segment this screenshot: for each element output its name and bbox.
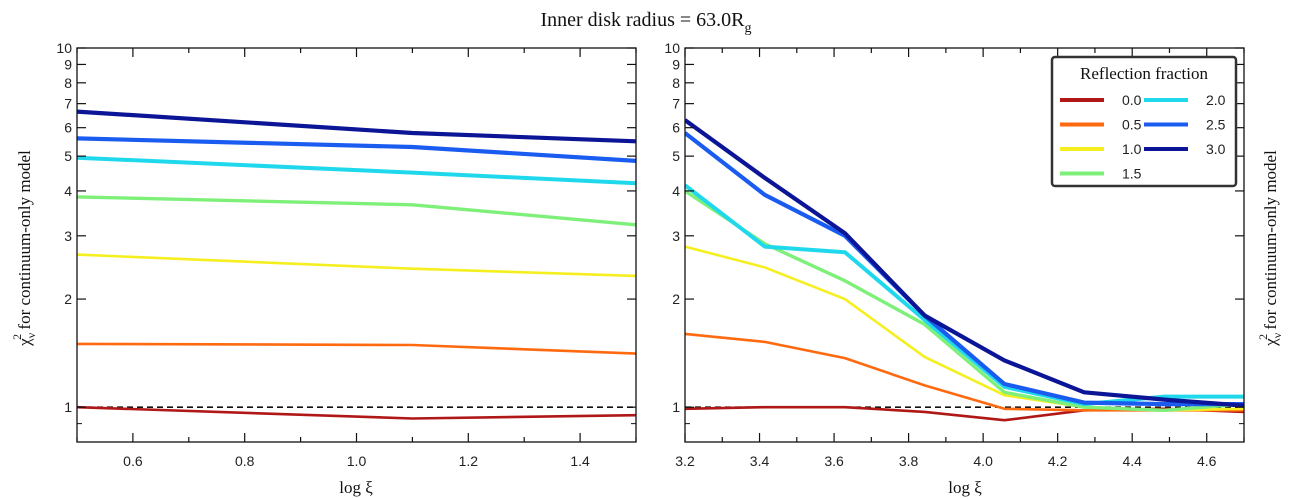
left-series-line-2-5: [77, 136, 636, 163]
left-y-tick-label: 2: [64, 291, 72, 307]
right-y-tick-label: 1: [672, 399, 680, 415]
legend-box: [1050, 55, 1238, 188]
left-panel: 1 2 3 4 5 6 7 8 910 0.6 0.8 1.0 1.2 1.4: [56, 40, 637, 469]
left-series-group: [77, 109, 636, 420]
right-series-group: [685, 118, 1244, 422]
left-series-line-1-0: [77, 253, 636, 278]
left-series-line-2-0: [77, 155, 636, 186]
left-y-tick-label: 5: [64, 148, 72, 164]
figure-title-subscript: g: [745, 21, 752, 36]
right-y-tick-label: 5: [672, 148, 680, 164]
legend-label-1-5: 1.5: [1122, 166, 1142, 182]
right-panel: 1 2 3 4 5 6 7 8 910 3.2 3.4 3.6 3.8 4.0 4.2 4.4 4.6: [664, 40, 1245, 469]
left-axes-frame: [76, 47, 637, 443]
legend-items: 0.0 0.5 1.0 1.5 2.0 2.5 3.0: [1060, 92, 1226, 182]
left-y-tick-label: 10: [56, 40, 72, 56]
left-series-line-3-0: [77, 109, 636, 144]
left-y-tick-label: 9: [64, 56, 72, 72]
left-x-tick-label: 1.4: [570, 453, 590, 469]
right-y-tick-label: 2: [672, 291, 680, 307]
right-series-line-1-5: [685, 189, 1244, 412]
x-axis-label-right: log ξ: [948, 478, 982, 497]
y-label-left-sub: ν: [24, 332, 38, 338]
left-y-tick-label: 4: [64, 183, 72, 199]
right-y-tick-label: 3: [672, 228, 680, 244]
left-x-tick-label: 1.0: [347, 453, 367, 469]
right-y-tick-label: 8: [672, 75, 680, 91]
right-axes-frame: [684, 47, 1245, 443]
legend-label-2-5: 2.5: [1206, 117, 1226, 133]
right-y-tick-label: 7: [672, 96, 680, 112]
right-x-tick-label: 4.0: [973, 453, 993, 469]
y-label-right-sub: ν: [1270, 332, 1284, 338]
right-x-tick-label: 3.4: [750, 453, 770, 469]
left-series-line-1-5: [77, 195, 636, 227]
right-x-tick-label: 4.6: [1197, 453, 1217, 469]
right-series-line-2-0: [685, 183, 1244, 407]
right-y-tick-label: 4: [672, 183, 680, 199]
legend-label-0-5: 0.5: [1122, 117, 1142, 133]
legend: Reflection fraction 0.0 0.5 1.0 1.5 2.0 2.5 3.…: [1050, 55, 1238, 188]
y-axis-label-right: χν2 for continuum-only model: [1256, 150, 1284, 347]
legend-title: Reflection fraction: [1080, 64, 1208, 83]
left-y-tick-label: 8: [64, 75, 72, 91]
right-x-tick-label: 4.4: [1122, 453, 1142, 469]
legend-label-0-0: 0.0: [1122, 92, 1142, 108]
right-y-tick-label: 6: [672, 120, 680, 136]
right-x-tick-label: 3.8: [899, 453, 919, 469]
right-x-tick-label: 4.2: [1048, 453, 1068, 469]
right-series-line-3-0: [685, 118, 1244, 408]
left-series-line-0-0: [77, 405, 636, 420]
right-x-tick-label: 3.2: [675, 453, 695, 469]
left-y-tick-label: 1: [64, 399, 72, 415]
legend-label-3-0: 3.0: [1206, 141, 1226, 157]
left-x-tick-label: 0.6: [123, 453, 143, 469]
right-x-tick-label: 3.6: [824, 453, 844, 469]
right-series-line-2-5: [685, 131, 1244, 407]
left-x-tick-label: 1.2: [459, 453, 479, 469]
left-y-tick-label: 6: [64, 120, 72, 136]
y-label-left-text: for continuum-only model: [15, 150, 34, 334]
y-label-left-sup: 2: [10, 334, 24, 340]
legend-label-1-0: 1.0: [1122, 141, 1142, 157]
figure-title: Inner disk radius = 63.0Rg: [540, 9, 751, 36]
y-label-right-text: for continuum-only model: [1261, 150, 1280, 334]
left-x-tick-label: 0.8: [235, 453, 255, 469]
right-y-tick-label: 9: [672, 56, 680, 72]
legend-label-2-0: 2.0: [1206, 92, 1226, 108]
left-y-tick-label: 7: [64, 96, 72, 112]
x-axis-label-left: log ξ: [339, 478, 373, 497]
y-axis-label-left: χν2 for continuum-only model: [10, 150, 38, 347]
right-series-line-1-0: [685, 245, 1244, 412]
right-y-tick-label: 10: [664, 40, 680, 56]
left-y-tick-label: 3: [64, 228, 72, 244]
left-series-line-0-5: [77, 342, 636, 355]
y-label-right-sup: 2: [1256, 334, 1270, 340]
